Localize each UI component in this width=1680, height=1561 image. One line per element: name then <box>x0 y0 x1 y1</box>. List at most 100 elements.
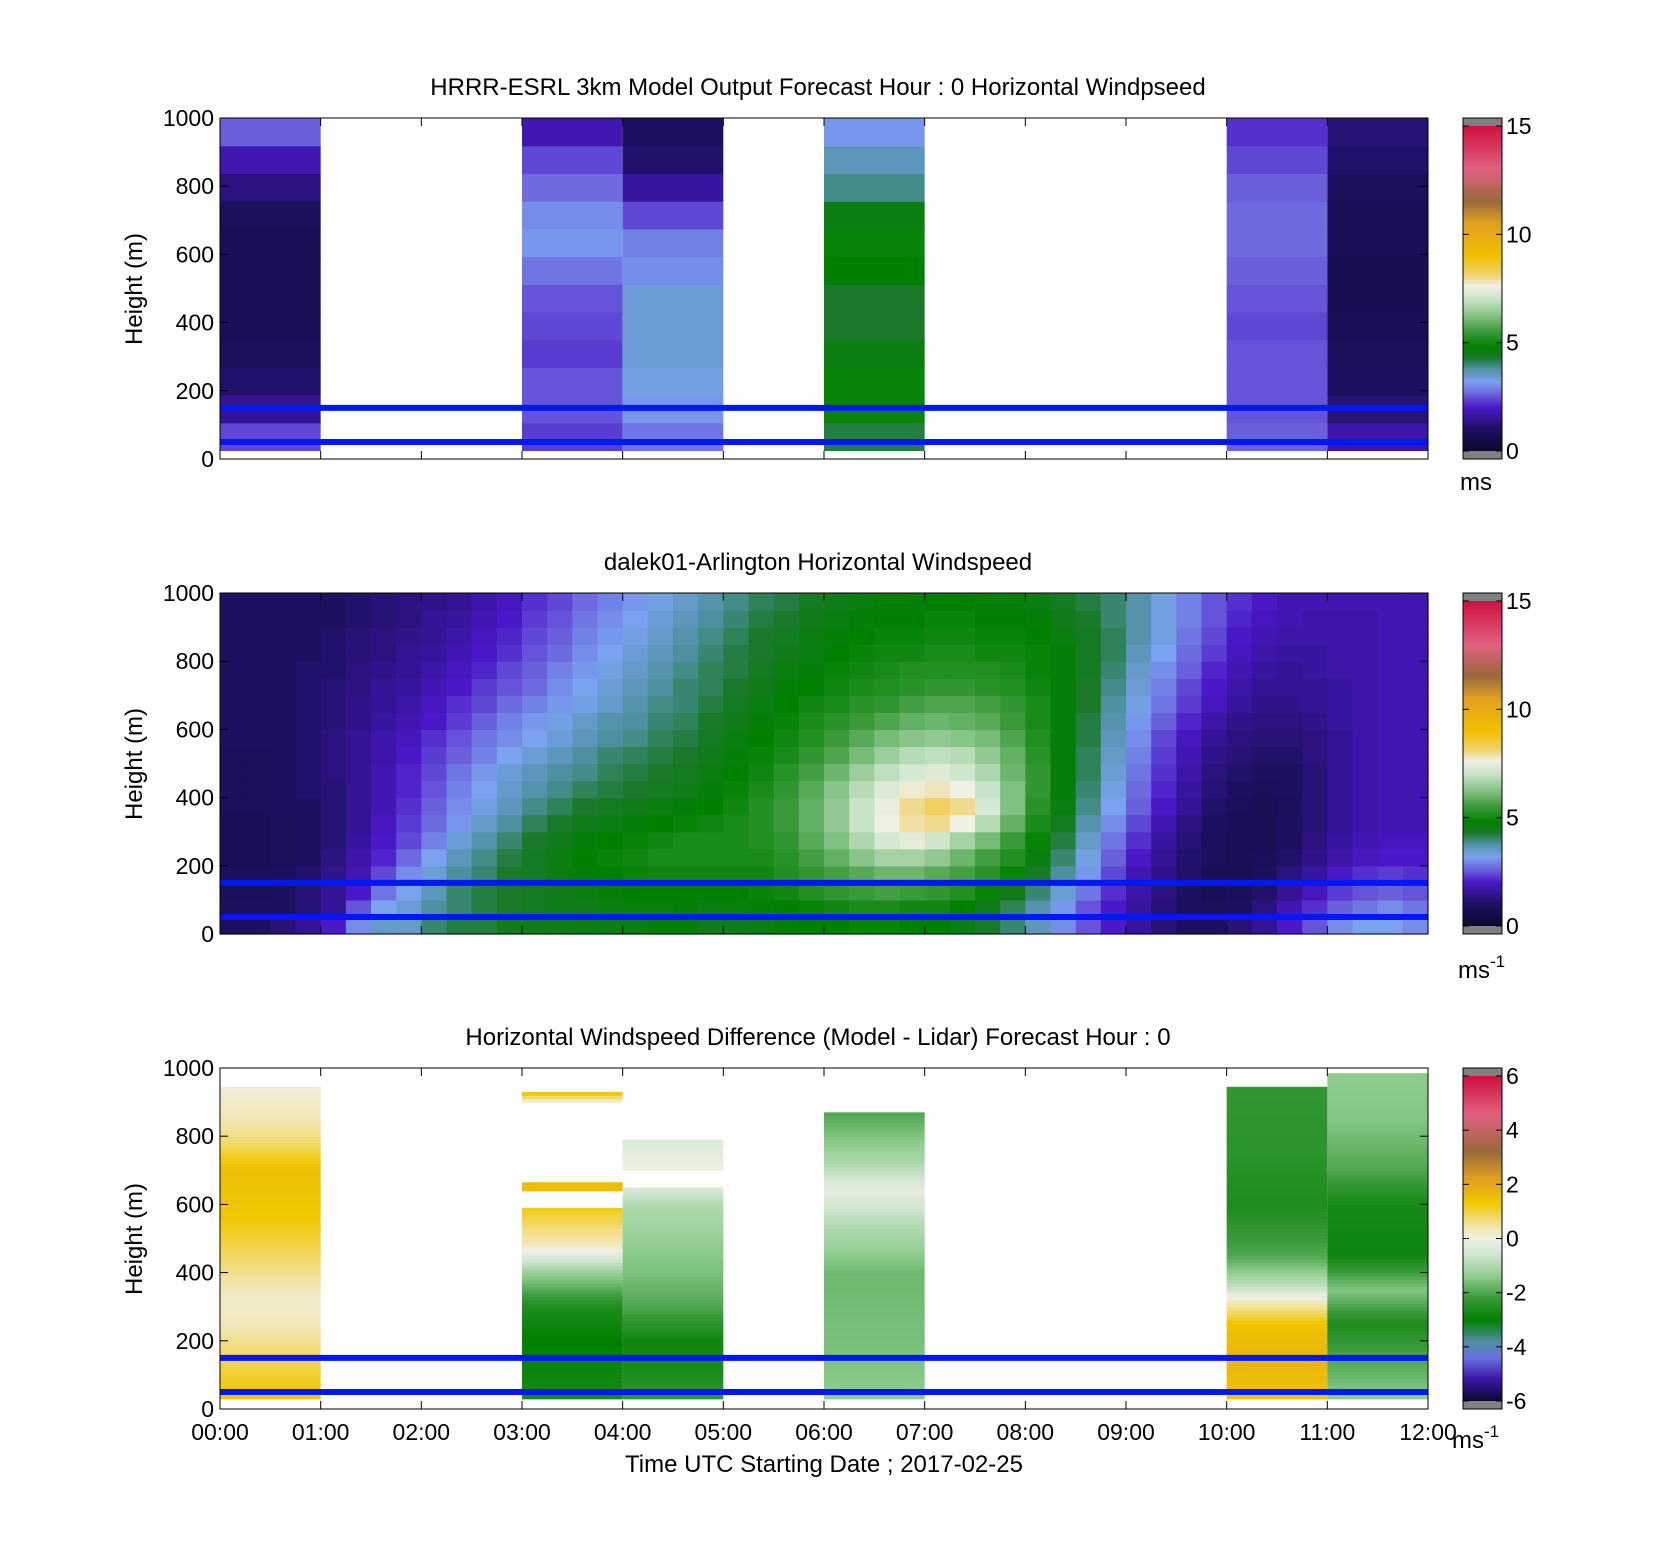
heatmap-cell <box>824 228 925 258</box>
heatmap-cell <box>1050 729 1077 748</box>
heatmap-cell <box>622 1163 724 1168</box>
heatmap-cell <box>723 644 750 662</box>
heatmap-cell <box>924 865 951 884</box>
heatmap-cell <box>1176 831 1203 850</box>
heatmap-cell <box>1226 1269 1328 1274</box>
heatmap-cell <box>220 1238 321 1243</box>
heatmap-cell <box>975 627 1001 645</box>
heatmap-cell <box>220 1183 321 1188</box>
heatmap-cell <box>471 899 498 918</box>
colorbar-tick-label: -2 <box>1506 1280 1526 1306</box>
heatmap-cell <box>723 882 750 901</box>
heatmap-cell <box>1050 610 1077 628</box>
heatmap-cell <box>824 1323 925 1328</box>
heatmap-cell <box>1226 1187 1328 1192</box>
heatmap-cell <box>220 1344 321 1349</box>
heatmap-cell <box>1226 118 1328 147</box>
heatmap-cell <box>421 712 448 730</box>
heatmap-cell <box>975 593 1001 611</box>
heatmap-cell <box>1226 1296 1328 1301</box>
heatmap-cell <box>1327 1194 1428 1199</box>
heatmap-cell <box>522 746 548 765</box>
heatmap-cell <box>622 1146 724 1151</box>
heatmap-cell <box>975 610 1001 628</box>
heatmap-cell <box>522 627 548 645</box>
heatmap-cell <box>849 661 875 679</box>
heatmap-cell <box>1000 848 1026 867</box>
heatmap-cell <box>1302 797 1328 816</box>
heatmap-cell <box>1327 1146 1428 1151</box>
heatmap-cell <box>522 865 548 884</box>
heatmap-cell <box>421 865 448 884</box>
heatmap-cell <box>849 882 875 901</box>
colorbar-end-high <box>1463 118 1502 126</box>
heatmap-cell <box>1226 1337 1328 1342</box>
heatmap-cell <box>748 848 775 867</box>
heatmap-cell <box>295 814 322 833</box>
heatmap-cell <box>345 729 372 748</box>
x-tick-label: 04:00 <box>594 1419 652 1445</box>
heatmap-cell <box>396 882 422 901</box>
heatmap-cell <box>1000 831 1026 850</box>
heatmap-cell <box>622 1139 724 1144</box>
heatmap-cell <box>421 610 448 628</box>
heatmap-cell <box>1025 712 1052 730</box>
heatmap-cell <box>1226 1272 1328 1277</box>
heatmap-cell <box>824 1299 925 1304</box>
heatmap-cell <box>1000 763 1026 782</box>
heatmap-cell <box>220 1323 321 1328</box>
heatmap-cell <box>824 1166 925 1171</box>
heatmap-cell <box>522 1091 623 1096</box>
heatmap-cell <box>522 1248 623 1253</box>
colorbar-tick-label: 10 <box>1506 221 1532 247</box>
heatmap-cell <box>1226 1108 1328 1113</box>
heatmap-cell <box>522 1286 623 1291</box>
heatmap-cell <box>723 797 750 816</box>
heatmap-cell <box>824 763 850 782</box>
heatmap-cell <box>874 763 901 782</box>
heatmap-cell <box>1402 712 1429 730</box>
heatmap-cell <box>622 1207 724 1212</box>
heatmap-cell <box>622 422 724 452</box>
heatmap-cell <box>622 1248 724 1253</box>
y-tick-label: 200 <box>176 853 214 879</box>
heatmap-cell <box>522 1371 623 1376</box>
heatmap-cell <box>1377 695 1404 713</box>
heatmap-cell <box>824 1119 925 1124</box>
heatmap-cell <box>522 1211 623 1216</box>
heatmap-cell <box>949 865 976 884</box>
heatmap-cell <box>1201 661 1228 679</box>
heatmap-cell <box>1176 899 1203 918</box>
heatmap-cell <box>1226 284 1328 313</box>
colorbar-tick-label: 2 <box>1506 1171 1519 1197</box>
heatmap-cell <box>723 865 750 884</box>
heatmap-cell <box>295 882 322 901</box>
heatmap-cell <box>673 593 699 611</box>
heatmap-cell <box>1050 593 1077 611</box>
heatmap-cell <box>1402 831 1429 850</box>
heatmap-cell <box>647 695 674 713</box>
heatmap-cell <box>1226 1194 1328 1199</box>
heatmap-cell <box>622 1337 724 1342</box>
heatmap-cell <box>471 831 498 850</box>
heatmap-cell <box>949 882 976 901</box>
heatmap-cell <box>824 1125 925 1130</box>
heatmap-cell <box>1352 865 1379 884</box>
heatmap-cell <box>622 1381 724 1386</box>
heatmap-cell <box>220 256 321 285</box>
heatmap-cell <box>824 1238 925 1243</box>
heatmap-cell <box>220 1149 321 1154</box>
heatmap-cell <box>1327 1235 1428 1240</box>
heatmap-cell <box>220 1385 321 1390</box>
heatmap-cell <box>622 1156 724 1161</box>
heatmap-cell <box>522 780 548 799</box>
heatmap-cell <box>1377 729 1404 748</box>
colorbar-tick-label: -4 <box>1506 1334 1527 1360</box>
heatmap-cell <box>220 173 321 202</box>
heatmap-cell <box>320 712 347 730</box>
heatmap-cell <box>1327 1183 1428 1188</box>
heatmap-cell <box>1327 610 1354 628</box>
heatmap-cell <box>773 865 800 884</box>
heatmap-cell <box>622 1153 724 1158</box>
heatmap-cell <box>949 610 976 628</box>
